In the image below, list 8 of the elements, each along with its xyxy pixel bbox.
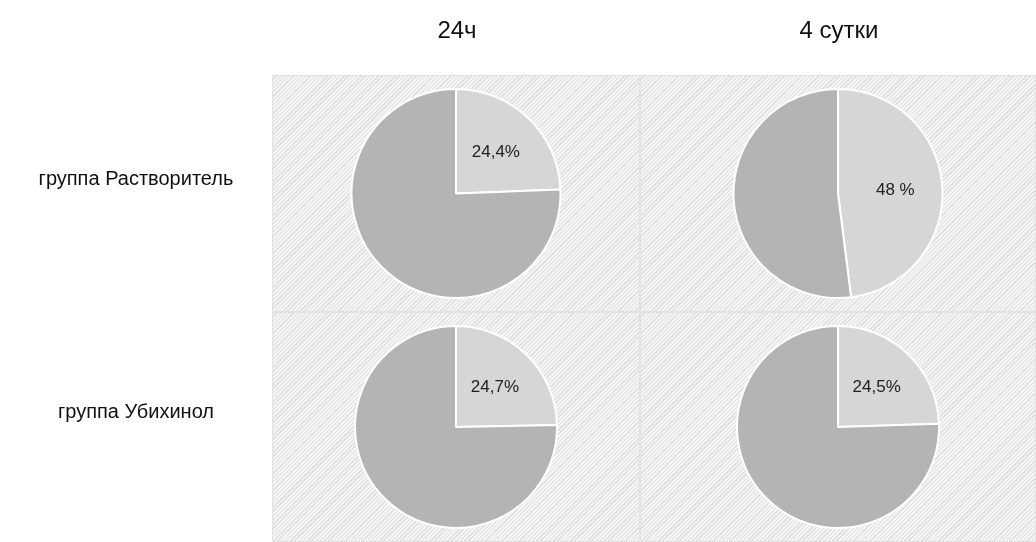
text: группа Растворитель xyxy=(37,165,235,191)
chart-title: 4 сутки xyxy=(798,16,880,44)
data-label: 48 % xyxy=(875,179,915,199)
data-label: 24,4% xyxy=(471,141,520,161)
chart-title: 24ч xyxy=(436,16,478,44)
data-label: 24,7% xyxy=(470,377,520,397)
text: группа Убихинол xyxy=(57,399,215,424)
data-label: 24,5% xyxy=(852,376,901,396)
